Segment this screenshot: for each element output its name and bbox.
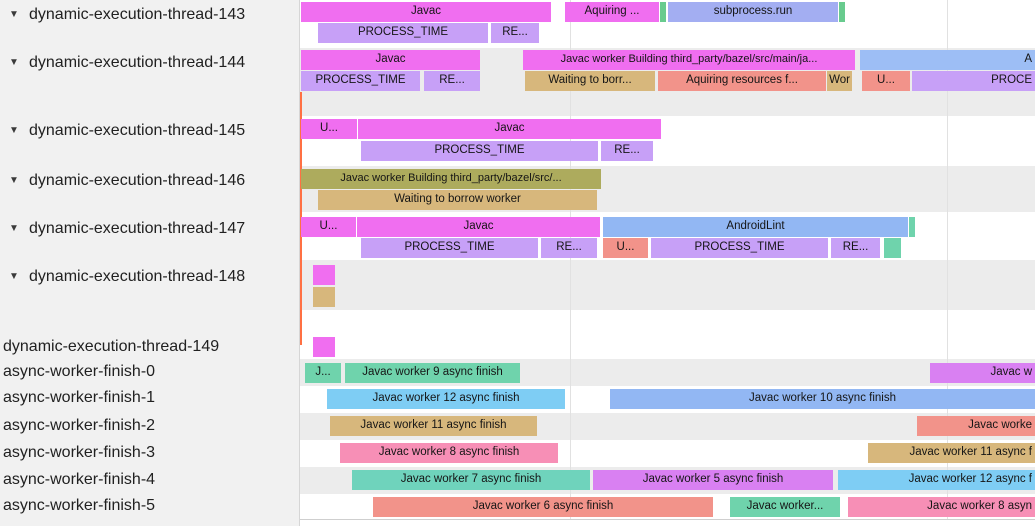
trace-slice[interactable]: Javac — [301, 2, 551, 22]
trace-slice[interactable] — [839, 2, 845, 22]
track-label-row[interactable]: ▼ dynamic-execution-thread-144 — [0, 53, 298, 72]
trace-slice[interactable] — [313, 265, 335, 285]
trace-slice[interactable]: Javac worker 9 async finish — [345, 363, 520, 383]
track-label: dynamic-execution-thread-148 — [29, 267, 246, 285]
row-background-stripe — [300, 260, 1035, 310]
bottom-divider — [300, 519, 1035, 520]
trace-slice[interactable]: Javac worker 5 async finish — [593, 470, 833, 490]
trace-slice[interactable]: RE... — [541, 238, 597, 258]
collapse-arrow-icon[interactable]: ▼ — [9, 271, 19, 282]
trace-slice[interactable]: Javac worke — [917, 416, 1035, 436]
trace-slice[interactable]: Waiting to borrow worker — [318, 190, 597, 210]
trace-slice[interactable]: PROCESS_TIME — [318, 23, 488, 43]
time-gridline — [947, 0, 948, 519]
trace-slice[interactable]: U... — [301, 119, 357, 139]
collapse-arrow-icon[interactable]: ▼ — [9, 9, 19, 20]
trace-slice[interactable]: PROCE — [912, 71, 1035, 91]
trace-slice[interactable] — [313, 287, 335, 307]
track-label-row[interactable]: ▼ dynamic-execution-thread-147 — [0, 219, 298, 238]
time-gridline — [570, 0, 571, 519]
track-label-row[interactable]: async-worker-finish-5 — [0, 496, 298, 515]
track-label-row[interactable]: async-worker-finish-0 — [0, 362, 298, 381]
collapse-arrow-icon[interactable]: ▼ — [9, 57, 19, 68]
trace-slice[interactable]: PROCESS_TIME — [361, 238, 538, 258]
trace-slice[interactable] — [660, 2, 666, 22]
trace-slice[interactable]: RE... — [491, 23, 539, 43]
trace-slice[interactable]: Javac worker 12 async f — [838, 470, 1035, 490]
track-label: dynamic-execution-thread-145 — [29, 121, 246, 139]
track-label: dynamic-execution-thread-146 — [29, 171, 246, 189]
track-label-row[interactable]: dynamic-execution-thread-149 — [0, 337, 298, 356]
trace-slice[interactable]: J... — [305, 363, 341, 383]
trace-slice[interactable]: Waiting to borr... — [525, 71, 655, 91]
track-label: async-worker-finish-2 — [3, 416, 156, 434]
track-label: async-worker-finish-1 — [3, 388, 156, 406]
trace-slice[interactable]: RE... — [831, 238, 880, 258]
trace-slice[interactable]: Javac worker 10 async finish — [610, 389, 1035, 409]
trace-slice[interactable]: A — [860, 50, 1035, 70]
collapse-arrow-icon[interactable]: ▼ — [9, 175, 19, 186]
trace-slice[interactable]: Javac worker... — [730, 497, 840, 517]
track-label-row[interactable]: async-worker-finish-4 — [0, 470, 298, 489]
track-label: async-worker-finish-3 — [3, 443, 156, 461]
trace-slice[interactable]: Javac worker Building third_party/bazel/… — [523, 50, 855, 70]
trace-slice[interactable]: U... — [862, 71, 910, 91]
trace-slice[interactable]: Wor — [827, 71, 852, 91]
track-label-row[interactable]: async-worker-finish-1 — [0, 388, 298, 407]
track-label: dynamic-execution-thread-144 — [29, 53, 246, 71]
trace-slice[interactable]: Javac — [301, 50, 480, 70]
track-label: async-worker-finish-4 — [3, 470, 156, 488]
trace-slice[interactable]: Javac worker 8 asyn — [848, 497, 1035, 517]
track-label: dynamic-execution-thread-149 — [3, 337, 220, 355]
timeline-panel[interactable]: Javac Aquiring ... subprocess.run PROCESS_T… — [300, 0, 1035, 526]
trace-slice[interactable] — [909, 217, 915, 237]
track-label-row[interactable]: ▼ dynamic-execution-thread-148 — [0, 267, 298, 286]
trace-slice[interactable]: Javac worker 11 async f — [868, 443, 1035, 463]
track-label-row[interactable]: async-worker-finish-2 — [0, 416, 298, 435]
track-label-row[interactable]: ▼ dynamic-execution-thread-146 — [0, 171, 298, 190]
track-label: async-worker-finish-5 — [3, 496, 156, 514]
trace-slice[interactable]: Javac — [357, 217, 600, 237]
track-label: dynamic-execution-thread-147 — [29, 219, 246, 237]
trace-slice[interactable]: Javac worker Building third_party/bazel/… — [301, 169, 601, 189]
trace-slice[interactable]: Javac w — [930, 363, 1035, 383]
trace-slice[interactable]: Aquiring resources f... — [658, 71, 826, 91]
collapse-arrow-icon[interactable]: ▼ — [9, 223, 19, 234]
trace-slice[interactable]: Javac worker 8 async finish — [340, 443, 558, 463]
trace-slice[interactable] — [313, 337, 335, 357]
trace-slice[interactable]: U... — [603, 238, 648, 258]
trace-slice[interactable]: Javac worker 12 async finish — [327, 389, 565, 409]
trace-slice[interactable]: Javac worker 11 async finish — [330, 416, 537, 436]
trace-slice[interactable]: U... — [301, 217, 356, 237]
trace-slice[interactable]: AndroidLint — [603, 217, 908, 237]
trace-slice[interactable]: Aquiring ... — [565, 2, 659, 22]
trace-slice[interactable]: PROCESS_TIME — [301, 71, 420, 91]
trace-slice[interactable]: Javac — [358, 119, 661, 139]
trace-slice[interactable]: Javac worker 6 async finish — [373, 497, 713, 517]
trace-slice[interactable]: subprocess.run — [668, 2, 838, 22]
trace-slice[interactable]: PROCESS_TIME — [651, 238, 828, 258]
trace-slice[interactable]: RE... — [601, 141, 653, 161]
trace-slice[interactable]: PROCESS_TIME — [361, 141, 598, 161]
track-label: async-worker-finish-0 — [3, 362, 156, 380]
track-label-row[interactable]: ▼ dynamic-execution-thread-143 — [0, 5, 298, 24]
track-label-panel: ▼ dynamic-execution-thread-143 ▼ dynamic-ex… — [0, 0, 300, 526]
track-label: dynamic-execution-thread-143 — [29, 5, 246, 23]
track-label-row[interactable]: ▼ dynamic-execution-thread-145 — [0, 121, 298, 140]
collapse-arrow-icon[interactable]: ▼ — [9, 125, 19, 136]
trace-slice[interactable]: Javac worker 7 async finish — [352, 470, 590, 490]
track-label-row[interactable]: async-worker-finish-3 — [0, 443, 298, 462]
trace-slice[interactable] — [884, 238, 901, 258]
trace-slice[interactable]: RE... — [424, 71, 480, 91]
